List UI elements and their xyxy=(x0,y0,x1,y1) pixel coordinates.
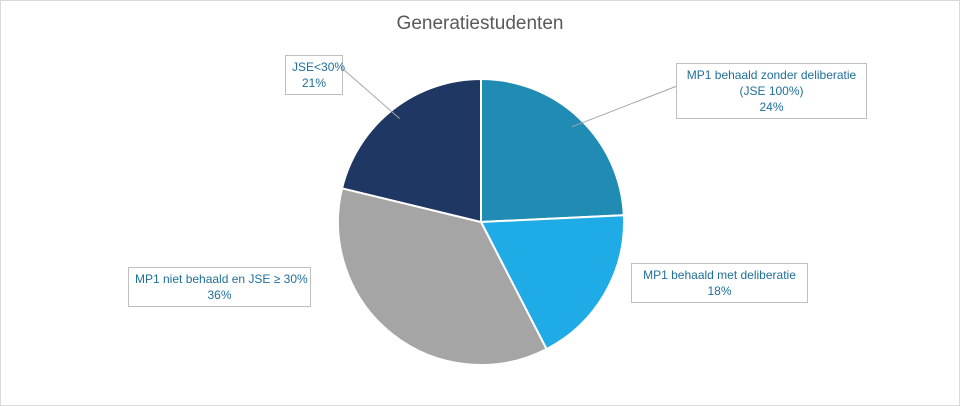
data-label-value: 24% xyxy=(759,100,784,114)
data-label-value: 36% xyxy=(207,288,232,302)
data-label-line: MP1 behaald met deliberatie xyxy=(643,268,796,282)
data-label-mp1-met-deliberatie: MP1 behaald met deliberatie 18% xyxy=(631,263,808,303)
pie-slice-mp1-niet-behaald xyxy=(337,187,548,366)
data-label-value: 18% xyxy=(707,284,732,298)
data-label-jse-onder-30: JSE<30% 21% xyxy=(285,55,346,95)
pie-slice-mp1-met-deliberatie xyxy=(479,214,625,351)
data-label-mp1-zonder-deliberatie: MP1 behaald zonder deliberatie (JSE 100%… xyxy=(676,63,867,119)
chart-title: Generatiestudenten xyxy=(396,13,564,34)
data-label-line: (JSE 100%) xyxy=(739,84,804,98)
leader-line-mp1-zonder-deliberatie xyxy=(571,85,678,128)
leader-line-jse-onder-30 xyxy=(342,68,401,119)
data-label-line: JSE<30% xyxy=(292,60,346,74)
data-label-value: 21% xyxy=(301,76,327,90)
data-label-line: MP1 behaald zonder deliberatie xyxy=(686,68,857,82)
pie-slice-mp1-zonder-deliberatie xyxy=(480,77,625,224)
data-label-line: MP1 niet behaald en JSE ≥ 30% xyxy=(135,272,308,286)
data-label-mp1-niet-behaald: MP1 niet behaald en JSE ≥ 30% 36% xyxy=(128,267,311,307)
pie-slice-jse-onder-30 xyxy=(340,77,482,224)
